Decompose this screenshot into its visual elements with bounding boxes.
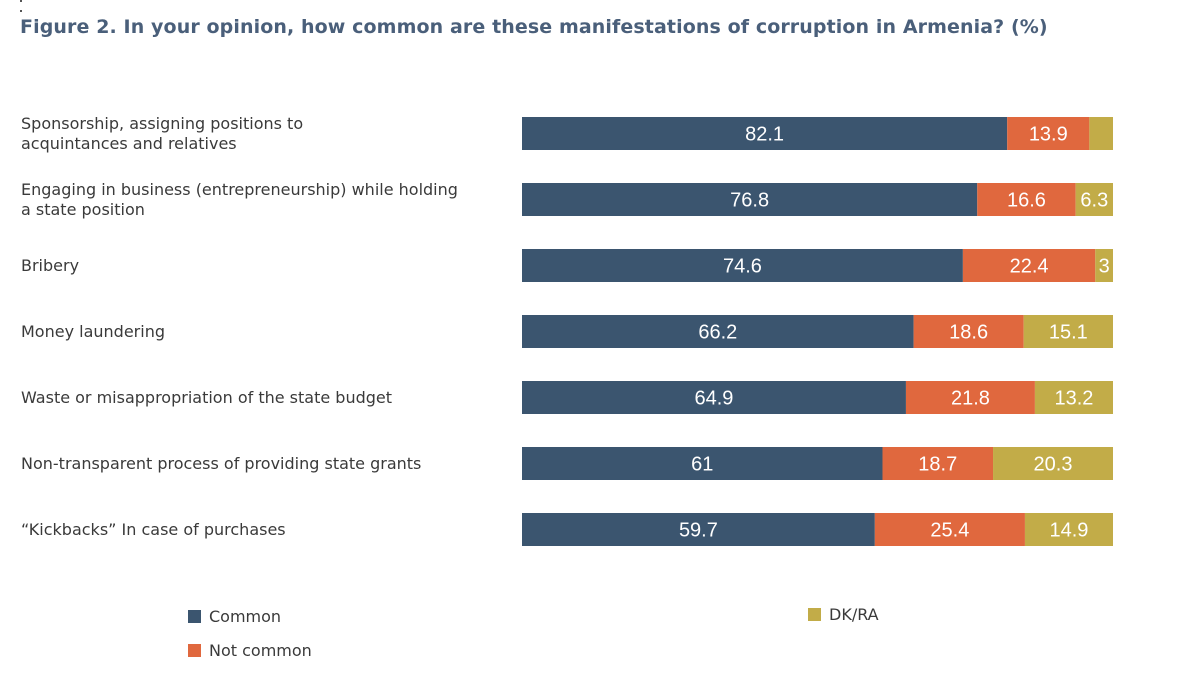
bar-dk-ra xyxy=(1095,249,1113,282)
legend-item-dk-ra: DK/RA xyxy=(808,605,879,624)
bar-common xyxy=(522,513,875,546)
bar-common xyxy=(522,447,883,480)
legend-label-common: Common xyxy=(209,607,282,626)
data-label: 74.6 xyxy=(723,256,762,278)
legend-swatch-not-common xyxy=(188,644,201,657)
legend-swatch-dk-ra xyxy=(808,608,821,621)
bar-dk-ra xyxy=(1075,183,1113,216)
data-label: 59.7 xyxy=(679,520,718,542)
category-label-line: acquintances and relatives xyxy=(21,133,237,153)
legend-label-not-common: Not common xyxy=(209,641,312,660)
data-label: 25.4 xyxy=(930,520,969,542)
bar-dk-ra xyxy=(1024,513,1113,546)
data-label: 6.3 xyxy=(1080,190,1108,212)
bar-not-common xyxy=(874,513,1025,546)
data-label: 61 xyxy=(691,454,713,476)
legend-label-dk-ra: DK/RA xyxy=(829,605,879,624)
category-label: “Kickbacks” In case of purchases xyxy=(21,520,511,540)
bar-dk-ra xyxy=(1023,315,1113,348)
data-label: 22.4 xyxy=(1010,256,1049,278)
category-label: Engaging in business (entrepreneurship) … xyxy=(21,180,511,220)
chart-title: Figure 2. In your opinion, how common ar… xyxy=(20,16,1048,38)
category-label-line: Money laundering xyxy=(21,321,165,341)
category-label-line: Bribery xyxy=(21,255,80,275)
bar-not-common xyxy=(977,183,1076,216)
bar-common xyxy=(522,183,978,216)
data-label: 20.3 xyxy=(1034,454,1073,476)
category-label: Sponsorship, assigning positions to acqui… xyxy=(21,114,511,154)
data-label: 14.9 xyxy=(1050,520,1089,542)
decorative-dots xyxy=(20,0,23,20)
data-label: 3 xyxy=(1099,256,1110,278)
category-label-line: Engaging in business (entrepreneurship) … xyxy=(21,179,458,199)
legend-item-common: Common xyxy=(188,607,281,626)
legend-item-not-common: Not common xyxy=(188,641,312,660)
bar-not-common xyxy=(962,249,1096,282)
legend-swatch-common xyxy=(188,610,201,623)
category-label: Waste or misappropriation of the state b… xyxy=(21,388,511,408)
bar-common xyxy=(522,315,914,348)
data-label: 64.9 xyxy=(695,388,734,410)
category-label-line: Non-transparent process of providing sta… xyxy=(21,453,422,473)
data-label: 21.8 xyxy=(951,388,990,410)
data-label: 15.1 xyxy=(1049,322,1088,344)
data-label: 66.2 xyxy=(698,322,737,344)
data-label: 82.1 xyxy=(745,124,784,146)
data-label: 13.9 xyxy=(1029,124,1068,146)
bar-not-common xyxy=(882,447,994,480)
category-label-line: “Kickbacks” In case of purchases xyxy=(21,519,286,539)
bar-not-common xyxy=(905,381,1035,414)
data-label: 18.6 xyxy=(949,322,988,344)
bar-not-common xyxy=(1007,117,1090,150)
bar-common xyxy=(522,249,963,282)
data-label: 18.7 xyxy=(918,454,957,476)
bar-common xyxy=(522,117,1008,150)
bar-common xyxy=(522,381,906,414)
bar-not-common xyxy=(913,315,1024,348)
data-label: 16.6 xyxy=(1007,190,1046,212)
bar-dk-ra xyxy=(1089,117,1113,150)
category-label-line: a state position xyxy=(21,199,145,219)
data-label: 13.2 xyxy=(1054,388,1093,410)
category-label-line: Waste or misappropriation of the state b… xyxy=(21,387,393,407)
category-label: Money laundering xyxy=(21,322,511,342)
data-label: 76.8 xyxy=(730,190,769,212)
bar-dk-ra xyxy=(1034,381,1113,414)
category-label: Bribery xyxy=(21,256,511,276)
bar-dk-ra xyxy=(993,447,1113,480)
category-label: Non-transparent process of providing sta… xyxy=(21,454,511,474)
category-label-line: Sponsorship, assigning positions to xyxy=(21,113,304,133)
